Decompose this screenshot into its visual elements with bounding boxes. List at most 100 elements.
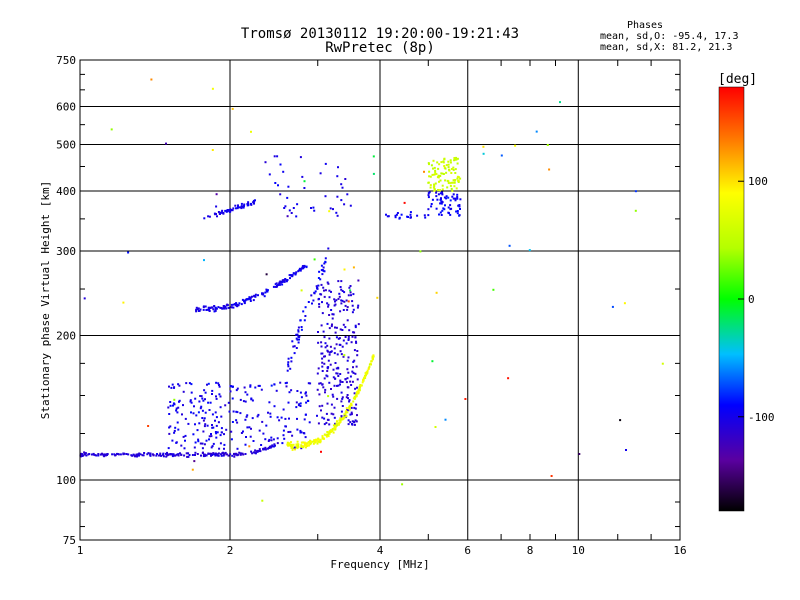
data-point bbox=[217, 306, 220, 309]
data-point bbox=[235, 207, 237, 210]
data-point bbox=[171, 439, 174, 442]
data-point bbox=[279, 381, 282, 384]
data-point bbox=[166, 451, 168, 454]
data-point bbox=[323, 423, 326, 426]
data-point bbox=[433, 185, 436, 188]
data-point bbox=[345, 396, 348, 399]
data-point bbox=[409, 211, 412, 214]
data-point bbox=[282, 429, 285, 432]
data-point bbox=[312, 206, 315, 209]
data-point bbox=[329, 345, 332, 348]
data-point bbox=[304, 443, 306, 446]
data-point bbox=[346, 368, 349, 371]
data-point bbox=[307, 444, 310, 447]
data-point bbox=[362, 379, 364, 382]
data-point bbox=[341, 381, 344, 383]
data-point bbox=[298, 336, 300, 338]
data-point bbox=[327, 435, 330, 438]
data-point bbox=[352, 400, 355, 403]
data-point bbox=[322, 437, 325, 440]
data-point bbox=[214, 308, 217, 311]
data-point bbox=[346, 306, 349, 309]
data-point bbox=[255, 450, 258, 453]
data-point bbox=[348, 399, 351, 402]
data-point bbox=[335, 211, 338, 214]
data-point bbox=[244, 418, 247, 421]
data-point bbox=[223, 447, 225, 450]
data-point bbox=[451, 195, 454, 198]
data-point bbox=[305, 265, 308, 268]
data-point bbox=[181, 413, 183, 416]
data-point bbox=[293, 352, 296, 355]
data-point bbox=[346, 394, 349, 396]
data-point bbox=[336, 372, 339, 375]
data-point bbox=[354, 407, 357, 410]
data-point bbox=[296, 203, 299, 206]
data-point bbox=[210, 433, 212, 435]
data-point bbox=[454, 158, 457, 161]
y-tick-label: 75 bbox=[63, 534, 76, 547]
data-point bbox=[327, 350, 329, 353]
colorbar-unit-label: [deg] bbox=[718, 72, 758, 87]
data-point bbox=[371, 358, 374, 361]
data-point bbox=[448, 182, 451, 185]
data-point bbox=[308, 441, 311, 444]
data-point bbox=[119, 453, 122, 456]
data-point bbox=[228, 410, 231, 413]
data-point bbox=[350, 406, 353, 409]
data-point bbox=[88, 453, 91, 455]
data-point bbox=[434, 426, 437, 428]
data-point bbox=[454, 179, 457, 182]
data-point bbox=[127, 251, 130, 254]
data-point bbox=[320, 324, 323, 327]
data-point bbox=[344, 411, 347, 414]
data-point bbox=[220, 211, 223, 214]
data-point bbox=[634, 190, 637, 193]
data-point bbox=[339, 328, 342, 331]
data-point bbox=[215, 416, 218, 419]
data-point bbox=[433, 166, 436, 169]
data-point bbox=[296, 417, 298, 420]
data-point bbox=[449, 184, 452, 187]
data-point bbox=[332, 313, 335, 316]
data-point bbox=[441, 209, 444, 212]
data-point bbox=[322, 286, 325, 289]
data-point bbox=[288, 209, 291, 212]
data-point bbox=[321, 416, 324, 419]
data-point bbox=[217, 382, 220, 385]
data-point bbox=[185, 382, 188, 385]
data-point bbox=[327, 395, 330, 398]
data-point bbox=[297, 445, 300, 447]
data-point bbox=[324, 261, 327, 264]
data-point bbox=[196, 453, 199, 455]
data-point bbox=[333, 384, 336, 387]
data-point bbox=[139, 453, 142, 456]
data-point bbox=[464, 398, 467, 400]
data-point bbox=[294, 448, 296, 451]
data-point bbox=[183, 454, 186, 457]
data-point bbox=[95, 454, 98, 457]
data-point bbox=[321, 383, 324, 386]
data-point bbox=[243, 302, 246, 305]
data-point bbox=[236, 454, 239, 457]
data-point bbox=[339, 380, 342, 383]
data-point bbox=[203, 443, 206, 446]
data-point bbox=[427, 192, 430, 195]
data-point bbox=[364, 375, 366, 378]
data-point bbox=[231, 209, 234, 212]
data-point bbox=[299, 402, 302, 405]
data-point bbox=[326, 370, 329, 372]
data-point bbox=[174, 426, 177, 429]
data-point bbox=[410, 216, 412, 219]
data-point bbox=[228, 211, 231, 213]
data-point bbox=[351, 420, 354, 423]
data-point bbox=[178, 400, 180, 403]
data-point bbox=[194, 423, 196, 426]
data-point bbox=[240, 207, 243, 210]
data-point bbox=[372, 155, 375, 158]
data-point bbox=[444, 204, 446, 207]
data-point bbox=[250, 450, 253, 453]
stats-heading: Phases bbox=[626, 20, 664, 31]
data-point bbox=[211, 426, 214, 429]
data-point bbox=[333, 298, 336, 301]
